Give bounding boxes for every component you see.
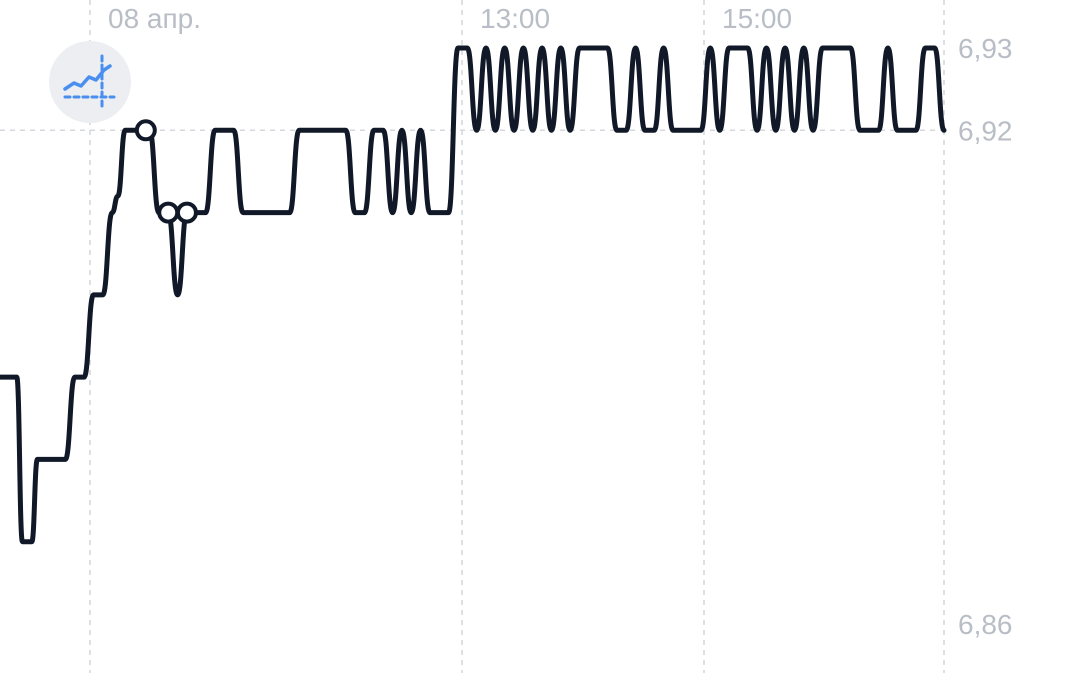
data-point-marker[interactable] xyxy=(175,201,198,224)
x-axis-ticks: 08 апр. 13:00 15:00 xyxy=(108,3,792,34)
chart-type-button-bg xyxy=(49,41,131,123)
x-tick-label: 15:00 xyxy=(722,3,792,34)
x-tick-label: 08 апр. xyxy=(108,3,201,34)
trend-line-icon xyxy=(63,54,116,108)
y-tick-label: 6,92 xyxy=(958,115,1013,146)
data-point-marker[interactable] xyxy=(134,119,157,142)
y-axis-ticks: 6,93 6,92 6,86 xyxy=(958,33,1013,640)
marker-layer xyxy=(134,119,198,224)
y-tick-label: 6,86 xyxy=(958,609,1013,640)
x-tick-label: 13:00 xyxy=(480,3,550,34)
data-point-marker[interactable] xyxy=(157,201,180,224)
series-layer xyxy=(0,45,947,545)
chart-type-button[interactable] xyxy=(49,41,131,123)
series-line xyxy=(0,45,947,545)
y-tick-label: 6,93 xyxy=(958,33,1013,64)
